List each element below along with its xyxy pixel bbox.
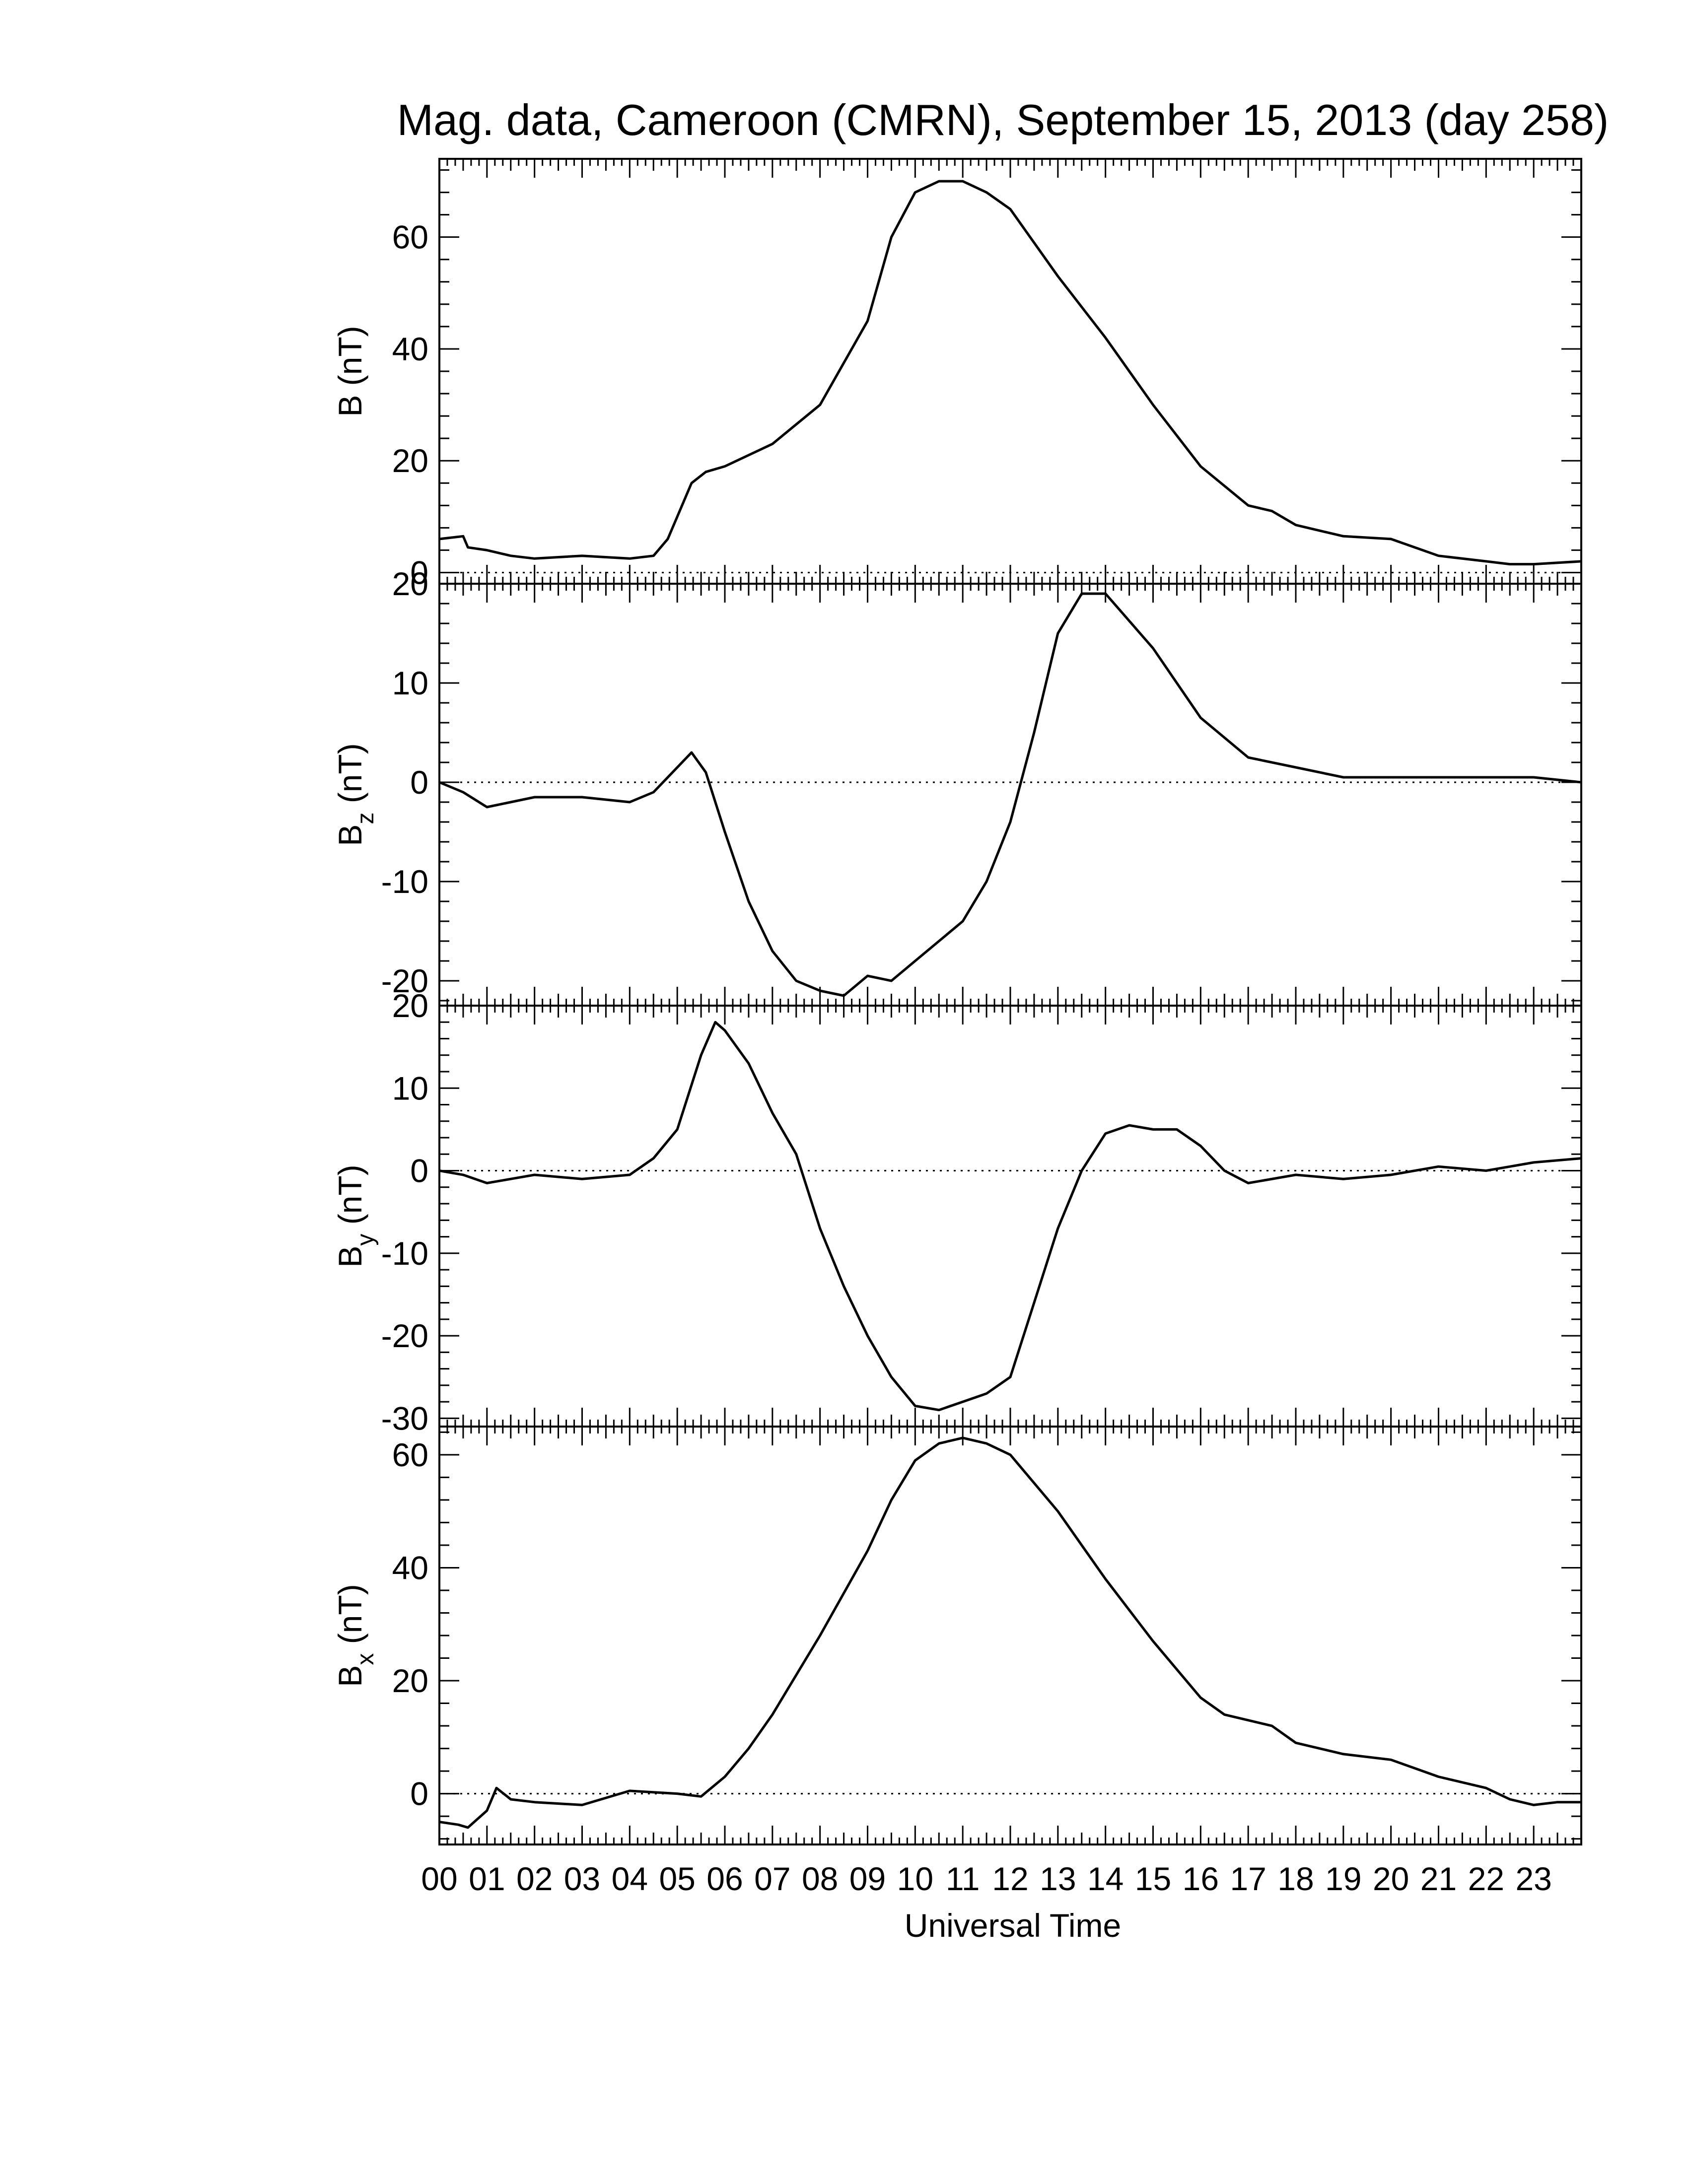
panel-B: 0 20 40 60 B (nT) [332, 158, 1582, 591]
x-tick-label: 05 [659, 1860, 695, 1897]
x-tick-label: 23 [1515, 1860, 1551, 1897]
y-tick-label: 10 [392, 1070, 428, 1106]
y-tick-label: 20 [392, 565, 428, 602]
x-tick-label: 17 [1230, 1860, 1266, 1897]
y-tick-label: 0 [410, 1153, 428, 1189]
y-tick-label: 10 [392, 665, 428, 701]
series-line-Bx [439, 1436, 1581, 1829]
y-tick-label: 40 [392, 331, 428, 367]
panel-By: -30 -20 -10 0 10 20 By (nT) [332, 987, 1582, 1436]
x-tick-label: 16 [1183, 1860, 1219, 1897]
panel-frame [438, 583, 1582, 1007]
x-tick-label: 18 [1277, 1860, 1314, 1897]
x-tick-label: 01 [469, 1860, 505, 1897]
x-tick-label: 12 [992, 1860, 1028, 1897]
panel-frame [438, 1005, 1582, 1428]
x-tick-label: 21 [1420, 1860, 1457, 1897]
x-axis: 00 01 02 03 04 05 06 07 08 09 10 11 12 13 14 15 16 17 18 19… [421, 1860, 1552, 1897]
y-tick-label: 60 [392, 1436, 428, 1473]
x-tick-label: 02 [516, 1860, 553, 1897]
panel-frame [438, 158, 1582, 585]
y-tick-label: -10 [381, 863, 428, 900]
x-tick-label: 09 [849, 1860, 886, 1897]
x-tick-label: 22 [1468, 1860, 1504, 1897]
y-tick-label: 20 [392, 442, 428, 479]
x-tick-label: 06 [706, 1860, 743, 1897]
panel-frame [438, 1426, 1582, 1845]
series-line-B [439, 180, 1582, 566]
x-tick-label: 07 [754, 1860, 790, 1897]
y-axis-label: Bz (nT) [332, 743, 379, 846]
y-axis-label: Bx (nT) [332, 1584, 379, 1687]
x-axis-label: Universal Time [905, 1907, 1121, 1944]
y-axis-label: By (nT) [332, 1164, 379, 1267]
y-tick-label: 60 [392, 219, 428, 256]
x-tick-label: 15 [1135, 1860, 1171, 1897]
y-tick-label: 0 [410, 554, 428, 591]
chart-title: Mag. data, Cameroon (CMRN), September 15… [397, 95, 1609, 144]
x-tick-label: 20 [1373, 1860, 1409, 1897]
x-tick-label: 14 [1087, 1860, 1124, 1897]
y-tick-label: -20 [381, 1317, 428, 1354]
x-tick-label: 10 [897, 1860, 933, 1897]
x-tick-label: 11 [946, 1860, 980, 1897]
y-tick-label: 20 [392, 987, 428, 1024]
y-tick-label: -20 [381, 962, 428, 999]
y-tick-label: 0 [410, 764, 428, 801]
series-line-Bz [439, 592, 1582, 997]
x-tick-label: 00 [421, 1860, 457, 1897]
y-tick-label: -30 [381, 1400, 428, 1436]
x-tick-label: 03 [564, 1860, 600, 1897]
x-tick-label: 19 [1325, 1860, 1361, 1897]
panel-Bz: -20 -10 0 10 20 Bz (nT) [332, 565, 1582, 1007]
x-tick-label: 08 [802, 1860, 838, 1897]
y-tick-label: -10 [381, 1235, 428, 1272]
y-tick-label: 0 [410, 1775, 428, 1812]
y-tick-label: 20 [392, 1662, 428, 1699]
x-tick-label: 04 [612, 1860, 648, 1897]
series-line-By [439, 1021, 1582, 1412]
y-axis-label: B (nT) [332, 326, 368, 416]
x-tick-label: 13 [1040, 1860, 1076, 1897]
y-tick-label: 40 [392, 1549, 428, 1586]
panel-Bx: 0 20 40 60 Bx (nT) [332, 1426, 1582, 1845]
